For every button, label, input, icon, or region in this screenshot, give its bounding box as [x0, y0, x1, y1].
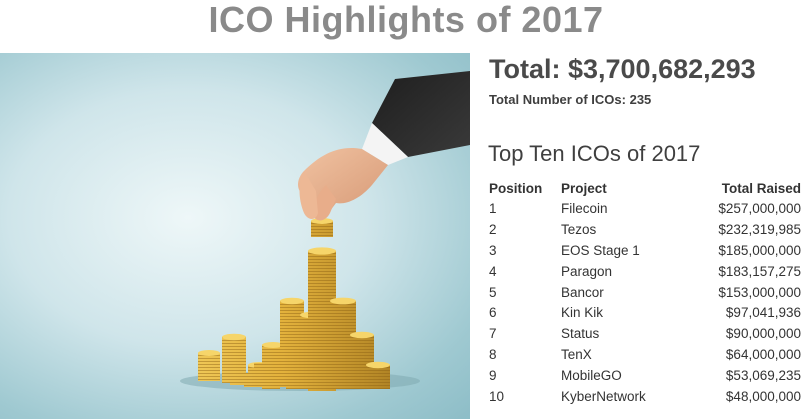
row-position: 2 [489, 221, 497, 237]
row-raised: $153,000,000 [718, 284, 801, 300]
row-raised: $53,069,235 [725, 368, 801, 384]
row-project: Tezos [561, 221, 597, 237]
row-position: 6 [489, 305, 497, 321]
row-position: 3 [489, 242, 497, 258]
table-row: 4 Paragon $183,157,275 [489, 261, 801, 282]
row-project: Paragon [561, 263, 613, 279]
row-position: 1 [489, 200, 497, 216]
row-raised: $64,000,000 [725, 347, 801, 363]
page-title: ICO Highlights of 2017 [208, 0, 604, 40]
top-ten-table: Position Project Total Raised 1 Filecoin… [489, 178, 801, 407]
table-row: 9 MobileGO $53,069,235 [489, 365, 801, 386]
row-position: 4 [489, 263, 497, 279]
row-project: TenX [561, 347, 592, 363]
row-project: Bancor [561, 284, 604, 300]
table-row: 3 EOS Stage 1 $185,000,000 [489, 240, 801, 261]
row-raised: $257,000,000 [718, 200, 801, 216]
row-project: KyberNetwork [561, 388, 646, 404]
row-raised: $232,319,985 [718, 221, 801, 237]
row-position: 10 [489, 388, 505, 404]
row-position: 9 [489, 368, 497, 384]
header-total-raised: Total Raised [721, 180, 801, 196]
row-position: 7 [489, 326, 497, 342]
hand-placing-gold-coins-icon [180, 71, 470, 391]
row-raised: $183,157,275 [718, 263, 801, 279]
table-header-row: Position Project Total Raised [489, 178, 801, 198]
table-row: 8 TenX $64,000,000 [489, 344, 801, 365]
table-row: 2 Tezos $232,319,985 [489, 219, 801, 240]
table-row: 5 Bancor $153,000,000 [489, 282, 801, 303]
row-project: Status [561, 326, 600, 342]
table-row: 10 KyberNetwork $48,000,000 [489, 386, 801, 407]
row-project: EOS Stage 1 [561, 242, 640, 258]
row-raised: $90,000,000 [725, 326, 801, 342]
total-raised: Total: $3,700,682,293 [489, 54, 756, 84]
coins-photo [0, 53, 470, 419]
row-position: 5 [489, 284, 497, 300]
row-raised: $185,000,000 [718, 242, 801, 258]
header-position: Position [489, 180, 543, 196]
table-row: 7 Status $90,000,000 [489, 323, 801, 344]
row-raised: $97,041,936 [725, 305, 801, 321]
total-ico-count: Total Number of ICOs: 235 [489, 92, 652, 107]
row-project: Kin Kik [561, 305, 604, 321]
table-title: Top Ten ICOs of 2017 [488, 141, 701, 166]
row-raised: $48,000,000 [725, 388, 801, 404]
row-position: 8 [489, 347, 497, 363]
table-row: 1 Filecoin $257,000,000 [489, 198, 801, 219]
row-project: MobileGO [561, 368, 622, 384]
row-project: Filecoin [561, 200, 608, 216]
header-project: Project [561, 180, 607, 196]
table-row: 6 Kin Kik $97,041,936 [489, 302, 801, 323]
